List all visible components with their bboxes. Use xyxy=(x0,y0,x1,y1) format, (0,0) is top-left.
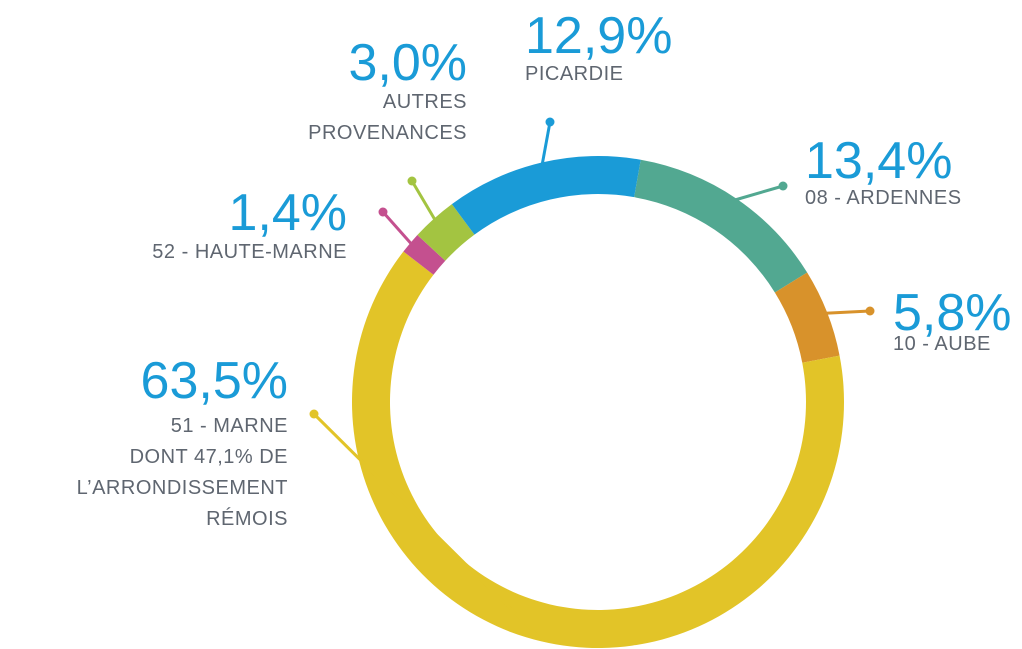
category-label: 51 - MARNE xyxy=(171,415,288,437)
value-label: 12,9% xyxy=(525,7,672,65)
category-label: RÉMOIS xyxy=(206,507,288,530)
leader-line xyxy=(540,121,552,165)
leader-line xyxy=(410,180,437,221)
category-label: 08 - ARDENNES xyxy=(805,187,962,209)
leader-line xyxy=(734,184,784,202)
category-label: 10 - AUBE xyxy=(893,333,991,355)
donut-segment xyxy=(417,204,475,261)
leader-dot xyxy=(778,181,788,191)
value-label: 63,5% xyxy=(141,352,288,410)
leader-dot xyxy=(545,117,555,127)
leader-dot xyxy=(407,176,417,186)
value-label: 1,4% xyxy=(228,184,347,242)
value-label: 13,4% xyxy=(805,132,952,190)
value-label: 5,8% xyxy=(893,284,1012,342)
leader-dot xyxy=(309,409,319,419)
category-label: DONT 47,1% DE xyxy=(130,446,288,468)
leader-dot xyxy=(378,207,388,217)
category-label: AUTRES xyxy=(383,91,467,113)
category-label: PICARDIE xyxy=(525,63,623,85)
donut-segment xyxy=(451,156,641,235)
donut-segment xyxy=(403,234,446,275)
category-label: PROVENANCES xyxy=(308,122,467,144)
value-label: 3,0% xyxy=(348,34,467,92)
category-label: 52 - HAUTE-MARNE xyxy=(152,241,347,263)
leader-line xyxy=(381,211,413,246)
leader-dot xyxy=(865,306,875,316)
donut-segment xyxy=(634,159,808,293)
category-label: L’ARRONDISSEMENT xyxy=(77,477,288,499)
leader-line xyxy=(825,309,871,315)
donut-segment xyxy=(774,272,840,363)
leader-line xyxy=(312,412,543,641)
donut-segment xyxy=(351,251,844,649)
